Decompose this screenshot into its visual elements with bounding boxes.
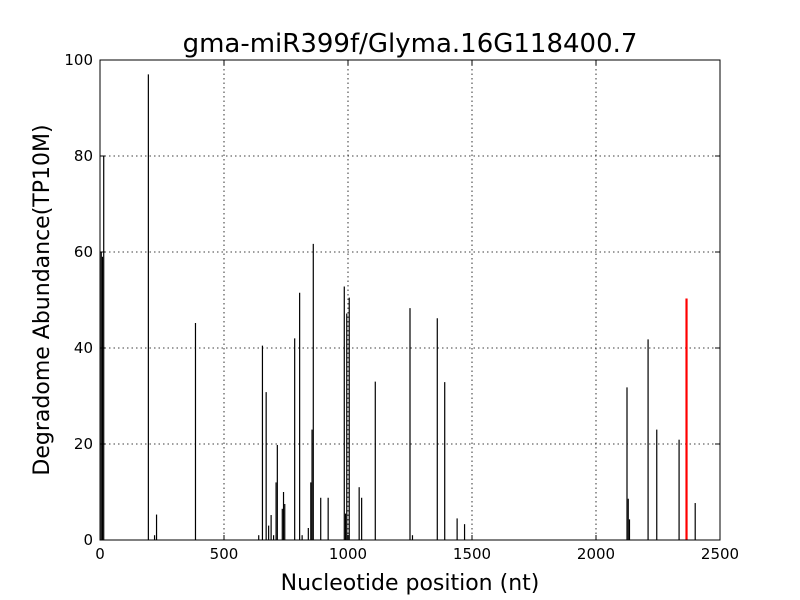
grid-lines xyxy=(100,60,720,540)
bars xyxy=(100,74,696,540)
y-tick-label: 0 xyxy=(83,531,93,549)
y-tick-label: 60 xyxy=(74,243,93,261)
y-tick-label: 100 xyxy=(64,51,93,69)
x-tick-label: 2000 xyxy=(577,545,615,563)
y-axis-label: Degradome Abundance(TP10M) xyxy=(30,124,55,475)
y-tick-label: 20 xyxy=(74,435,93,453)
plot-frame xyxy=(99,59,721,541)
axis-ticks: 0 500 1000 1500 2000 2500 0 20 40 60 80 100 xyxy=(64,51,739,563)
y-tick-label: 40 xyxy=(74,339,93,357)
x-tick-label: 1500 xyxy=(453,545,491,563)
x-tick-label: 1000 xyxy=(329,545,367,563)
x-tick-label: 2500 xyxy=(701,545,739,563)
x-tick-label: 500 xyxy=(210,545,239,563)
x-tick-label: 0 xyxy=(95,545,105,563)
chart-title: gma-miR399f/Glyma.16G118400.7 xyxy=(183,29,638,59)
x-axis-label: Nucleotide position (nt) xyxy=(281,571,540,596)
y-tick-label: 80 xyxy=(74,147,93,165)
